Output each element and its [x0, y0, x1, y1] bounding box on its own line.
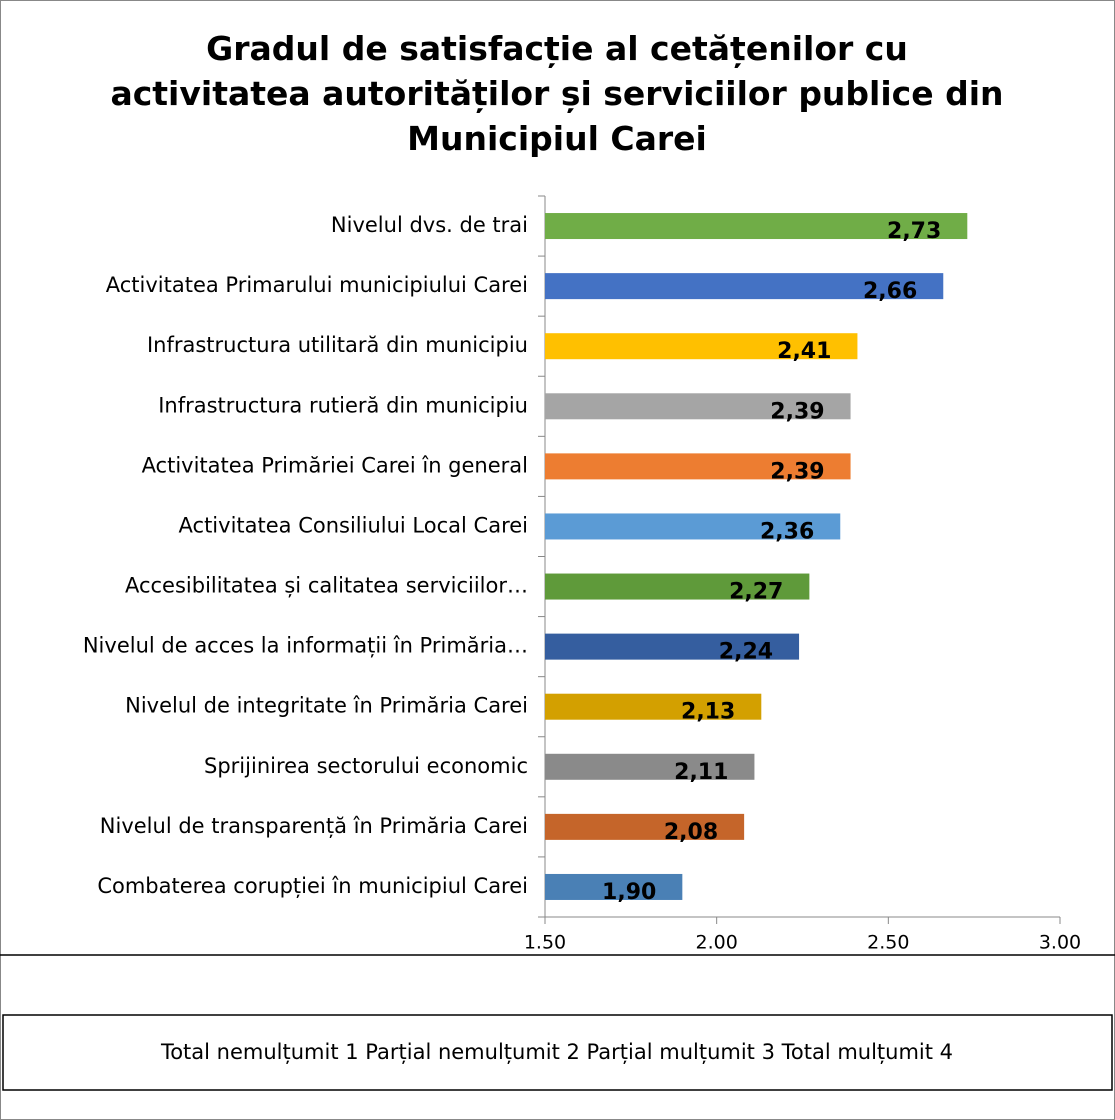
category-label: Infrastructura rutieră din municipiu	[158, 393, 528, 417]
x-tick-label: 1.50	[524, 932, 566, 954]
bar	[545, 873, 683, 900]
value-label: 2,39	[770, 399, 824, 424]
category-label: Sprijinirea sectorului economic	[204, 754, 528, 778]
bar	[545, 633, 800, 660]
note: Total nemulțumit 1 Parțial nemulțumit 2 …	[160, 1040, 953, 1064]
x-tick-label: 2.50	[867, 932, 909, 954]
value-label: 2,39	[770, 459, 824, 484]
category-label: Nivelul de transparență în Primăria Care…	[100, 814, 528, 838]
bar	[545, 513, 841, 540]
category-label: Activitatea Primarului municipiului Care…	[106, 273, 528, 297]
category-label: Nivelul dvs. de trai	[331, 213, 528, 237]
value-label: 1,90	[602, 880, 656, 905]
note-box	[2, 1014, 1113, 1091]
category-label: Infrastructura utilitară din municipiu	[147, 333, 528, 357]
bar	[545, 393, 851, 420]
value-label: 2,24	[719, 640, 773, 665]
bar	[545, 333, 858, 360]
category-label: Activitatea Primăriei Carei în general	[142, 453, 528, 477]
category-label: Combaterea corupției în municipiul Carei	[97, 874, 528, 898]
value-label: 2,66	[863, 279, 917, 304]
title-group: Gradul de satisfacție al cetățenilor cu a…	[110, 29, 1003, 158]
value-label: 2,27	[729, 580, 783, 605]
bar	[545, 453, 851, 480]
bar	[545, 573, 810, 600]
x-tick-label: 3.00	[1039, 932, 1081, 954]
category-label: Activitatea Consiliului Local Carei	[179, 513, 528, 537]
chart-title: Gradul de satisfacție al cetățenilor cu a…	[110, 29, 1003, 158]
value-label: 2,08	[664, 820, 718, 845]
bar	[545, 693, 762, 720]
category-label: Nivelul de acces la informații în Primăr…	[83, 634, 528, 658]
bar	[545, 753, 755, 780]
value-label: 2,11	[674, 760, 728, 785]
bar	[545, 813, 745, 840]
bar	[545, 273, 944, 300]
value-label: 2,13	[681, 700, 735, 725]
bar	[545, 213, 968, 240]
category-label: Nivelul de integritate în Primăria Carei	[125, 694, 528, 718]
value-label: 2,73	[887, 219, 941, 244]
x-tick-label: 2.00	[696, 932, 738, 954]
value-label: 2,36	[760, 519, 814, 544]
category-label: Accesibilitatea și calitatea serviciilor…	[125, 574, 528, 598]
value-label: 2,41	[777, 339, 831, 364]
